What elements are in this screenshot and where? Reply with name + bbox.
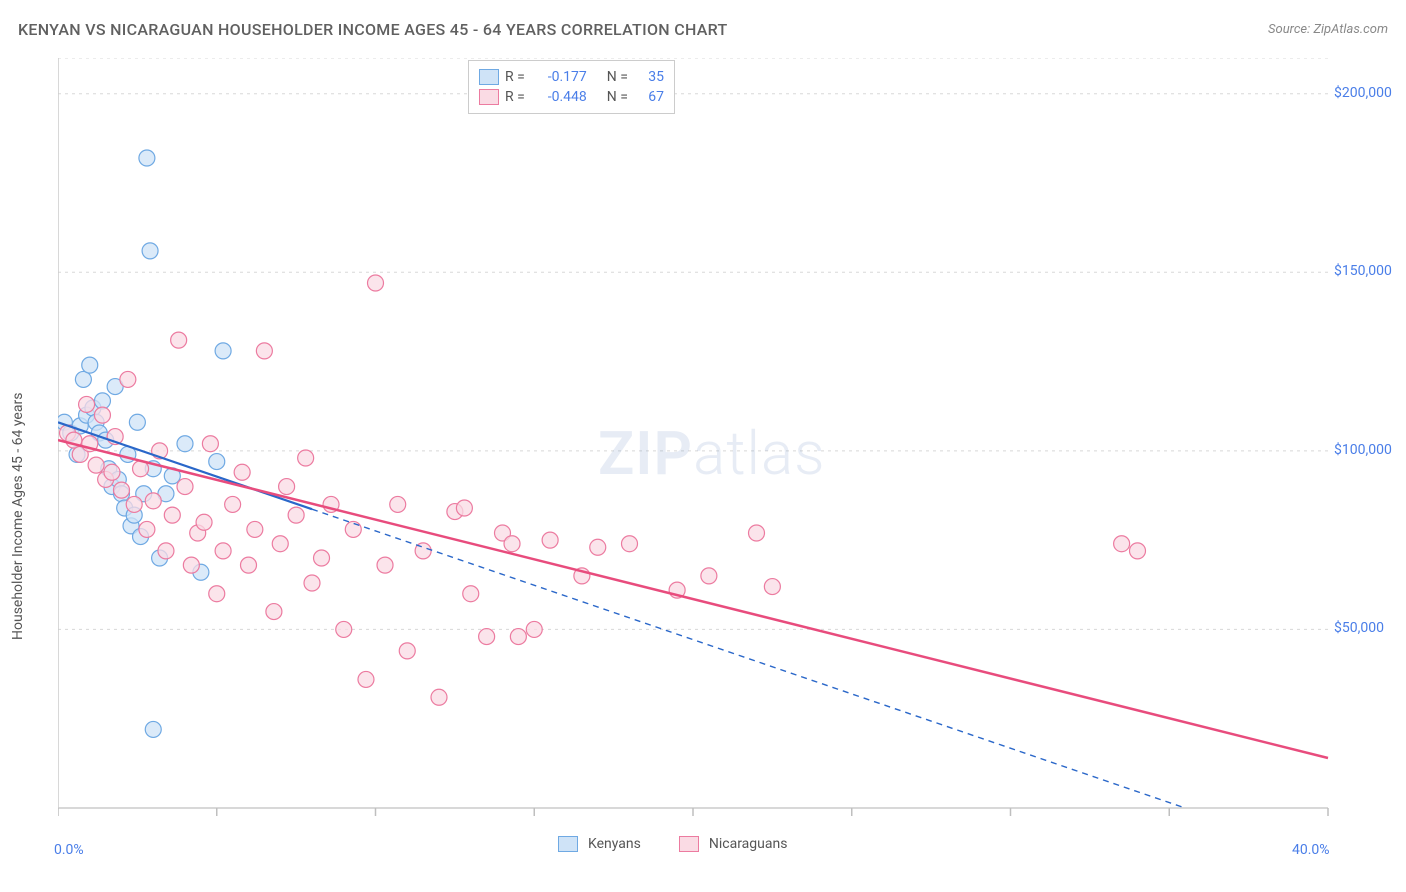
r-label: R = bbox=[505, 69, 525, 85]
legend-swatch bbox=[479, 69, 499, 85]
legend-label-nicaraguans: Nicaraguans bbox=[709, 836, 788, 852]
legend-row: R = -0.448 N = 67 bbox=[479, 87, 664, 107]
legend-series: Kenyans Nicaraguans bbox=[558, 836, 787, 852]
legend-swatch-nicaraguans bbox=[679, 836, 699, 852]
y-axis-label: Householder Income Ages 45 - 64 years bbox=[10, 393, 26, 640]
source-label: Source: bbox=[1268, 22, 1310, 37]
y-tick-label: $200,000 bbox=[1334, 85, 1392, 101]
source-attribution: Source: ZipAtlas.com bbox=[1268, 22, 1388, 37]
chart-title: KENYAN VS NICARAGUAN HOUSEHOLDER INCOME … bbox=[18, 20, 728, 39]
x-tick-label: 0.0% bbox=[54, 842, 84, 858]
scatter-plot-svg bbox=[58, 58, 1388, 848]
legend-row: R = -0.177 N = 35 bbox=[479, 67, 664, 87]
legend-swatch-kenyans bbox=[558, 836, 578, 852]
legend-swatch bbox=[479, 89, 499, 105]
y-tick-label: $100,000 bbox=[1334, 442, 1392, 458]
chart-area: ZIPatlas R =-0.177N =35R =-0.448N =67 Ke… bbox=[58, 58, 1388, 838]
y-tick-label: $150,000 bbox=[1334, 263, 1392, 279]
n-value: 67 bbox=[634, 89, 664, 105]
x-tick-label: 40.0% bbox=[1292, 842, 1330, 858]
n-label: N = bbox=[607, 69, 628, 85]
y-tick-label: $50,000 bbox=[1334, 620, 1384, 636]
n-label: N = bbox=[607, 89, 628, 105]
r-value: -0.448 bbox=[531, 89, 587, 105]
n-value: 35 bbox=[634, 69, 664, 85]
legend-label-kenyans: Kenyans bbox=[588, 836, 641, 852]
r-value: -0.177 bbox=[531, 69, 587, 85]
source-name: ZipAtlas.com bbox=[1313, 22, 1388, 37]
r-label: R = bbox=[505, 89, 525, 105]
legend-correlation-box: R = -0.177 N = 35 R = -0.448 N = 67 bbox=[468, 60, 675, 114]
